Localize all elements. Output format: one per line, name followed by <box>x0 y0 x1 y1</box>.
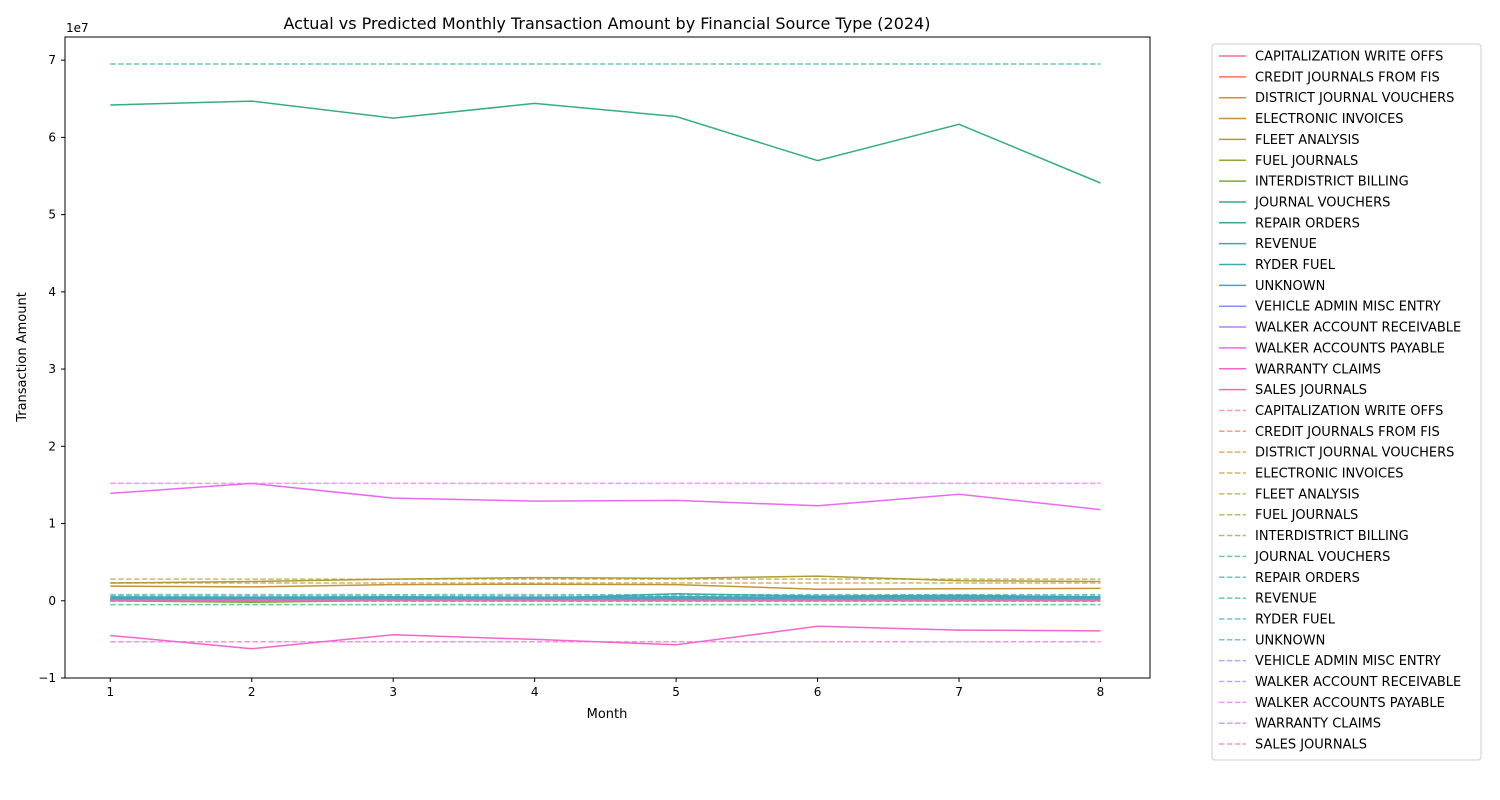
y-axis-label: Transaction Amount <box>15 292 30 423</box>
x-tick-label-5: 6 <box>814 685 822 699</box>
x-tick-label-3: 4 <box>531 685 539 699</box>
actual-line-4 <box>110 575 1101 584</box>
actual-line-7 <box>110 100 1101 184</box>
y-tick-label-0: −1 <box>38 671 56 685</box>
legend-label-22: FUEL JOURNALS <box>1255 508 1358 523</box>
plot-area-frame <box>64 36 1151 679</box>
series-layer <box>110 63 1101 650</box>
legend-label-11: UNKNOWN <box>1255 279 1325 294</box>
legend-label-29: VEHICLE ADMIN MISC ENTRY <box>1255 654 1441 669</box>
chart-title: Actual vs Predicted Monthly Transaction … <box>284 14 931 33</box>
legend-label-24: JOURNAL VOUCHERS <box>1254 550 1390 565</box>
legend-label-19: DISTRICT JOURNAL VOUCHERS <box>1255 446 1454 461</box>
x-tick-label-6: 7 <box>955 685 963 699</box>
legend-label-2: DISTRICT JOURNAL VOUCHERS <box>1255 91 1454 106</box>
legend-label-21: FLEET ANALYSIS <box>1255 487 1360 502</box>
legend: CAPITALIZATION WRITE OFFS CREDIT JOURNALS… <box>1211 43 1482 761</box>
legend-label-7: JOURNAL VOUCHERS <box>1254 195 1390 210</box>
legend-label-31: WALKER ACCOUNTS PAYABLE <box>1255 696 1445 711</box>
legend-label-28: UNKNOWN <box>1255 633 1325 648</box>
ticks-layer: 1 2 3 4 5 6 7 8 −1 0 1 2 3 4 5 6 7 <box>38 53 1104 699</box>
legend-label-27: RYDER FUEL <box>1255 612 1336 627</box>
legend-label-5: FUEL JOURNALS <box>1255 154 1358 169</box>
y-tick-label-7: 6 <box>48 130 56 144</box>
y-axis-scale-label: 1e7 <box>66 21 89 35</box>
legend-label-3: ELECTRONIC INVOICES <box>1255 112 1404 127</box>
legend-label-4: FLEET ANALYSIS <box>1255 133 1360 148</box>
y-tick-label-8: 7 <box>48 53 56 67</box>
legend-frame <box>1211 43 1482 761</box>
y-tick-label-6: 5 <box>48 208 56 222</box>
legend-label-32: WARRANTY CLAIMS <box>1255 717 1381 732</box>
legend-label-12: VEHICLE ADMIN MISC ENTRY <box>1255 300 1441 315</box>
legend-label-6: INTERDISTRICT BILLING <box>1255 175 1409 190</box>
legend-label-20: ELECTRONIC INVOICES <box>1255 467 1404 482</box>
y-tick-label-5: 4 <box>48 285 56 299</box>
y-tick-label-1: 0 <box>48 594 56 608</box>
x-tick-label-7: 8 <box>1097 685 1105 699</box>
y-tick-label-3: 2 <box>48 439 56 453</box>
legend-label-30: WALKER ACCOUNT RECEIVABLE <box>1255 675 1461 690</box>
legend-label-0: CAPITALIZATION WRITE OFFS <box>1255 50 1443 65</box>
legend-label-15: WARRANTY CLAIMS <box>1255 362 1381 377</box>
legend-label-9: REVENUE <box>1255 237 1317 252</box>
actual-line-14 <box>110 482 1101 511</box>
legend-label-25: REPAIR ORDERS <box>1255 571 1360 586</box>
x-tick-label-1: 2 <box>248 685 256 699</box>
actual-line-15 <box>110 625 1101 650</box>
x-tick-label-0: 1 <box>106 685 114 699</box>
legend-label-33: SALES JOURNALS <box>1255 738 1367 753</box>
legend-label-10: RYDER FUEL <box>1255 258 1336 273</box>
legend-label-8: REPAIR ORDERS <box>1255 216 1360 231</box>
legend-label-14: WALKER ACCOUNTS PAYABLE <box>1255 341 1445 356</box>
y-tick-label-2: 1 <box>48 517 56 531</box>
legend-label-18: CREDIT JOURNALS FROM FIS <box>1255 425 1440 440</box>
legend-label-16: SALES JOURNALS <box>1255 383 1367 398</box>
legend-label-13: WALKER ACCOUNT RECEIVABLE <box>1255 321 1461 336</box>
x-tick-label-4: 5 <box>672 685 680 699</box>
legend-label-17: CAPITALIZATION WRITE OFFS <box>1255 404 1443 419</box>
legend-label-23: INTERDISTRICT BILLING <box>1255 529 1409 544</box>
legend-label-1: CREDIT JOURNALS FROM FIS <box>1255 70 1440 85</box>
y-tick-label-4: 3 <box>48 362 56 376</box>
legend-label-26: REVENUE <box>1255 592 1317 607</box>
x-axis-label: Month <box>587 707 628 722</box>
actual-line-3 <box>110 583 1101 590</box>
x-tick-label-2: 3 <box>389 685 397 699</box>
